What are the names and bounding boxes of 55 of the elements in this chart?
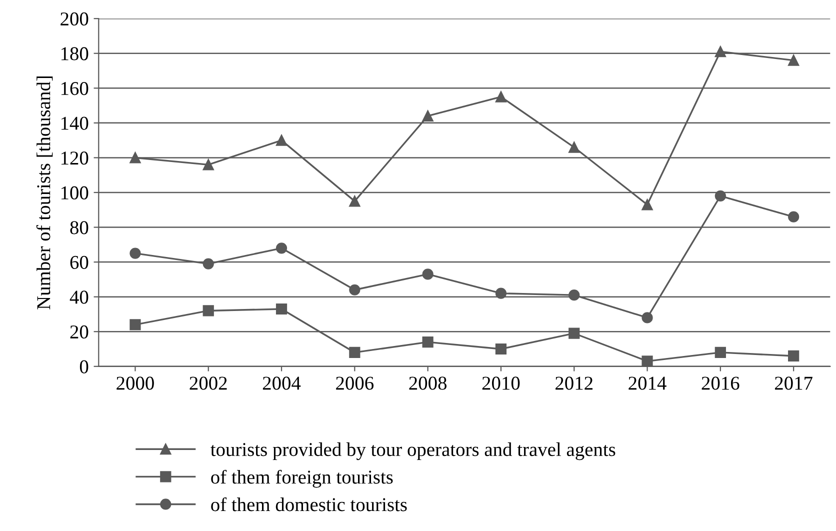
point [788,54,800,66]
y-tick-label: 80 [70,221,88,234]
point [130,248,141,259]
point [642,356,653,366]
point [202,159,214,170]
legend-label: of them foreign tourists [211,470,393,488]
y-tick-label: 60 [70,256,88,269]
y-tick-label: 200 [60,12,88,26]
x-tick-label: 2006 [336,376,374,390]
point [495,288,507,299]
point [568,328,580,339]
point [349,284,360,296]
point [568,290,580,301]
point [642,312,653,324]
x-tick-label: 2008 [409,376,447,390]
point [202,258,214,270]
x-tick-label: 2016 [702,376,740,390]
point [422,336,434,348]
x-tick-label: 2010 [482,376,520,390]
point [422,110,434,122]
point [349,346,360,358]
point [714,190,726,202]
x-tick-label: 2004 [262,376,301,390]
y-tick-label: 0 [80,360,88,374]
point [568,142,580,153]
y-tick-label: 120 [61,152,88,165]
point [130,152,141,164]
point [276,303,288,315]
x-tick-label: 2017 [774,376,812,390]
y-axis-title: Number of tourists [thousand] [36,76,53,310]
legend-label: of them domestic tourists [211,497,407,512]
point [714,346,726,358]
y-tick-label: 100 [61,186,88,200]
legend-label: tourists provided by tour operators and travel agents [210,442,616,460]
point [422,268,434,280]
y-tick-label: 40 [70,290,88,304]
point [130,319,141,330]
x-tick-label: 2002 [190,376,227,390]
y-tick-label: 20 [70,325,88,339]
x-tick-label: 2000 [116,376,154,390]
point [276,134,288,146]
point [788,350,800,362]
point [349,196,360,207]
point [642,199,653,210]
point [202,305,214,316]
point [495,91,507,102]
point [714,46,726,58]
y-tick-label: 140 [61,116,88,130]
x-tick-label: 2012 [556,376,592,390]
y-tick-label: 160 [61,82,88,96]
x-tick-label: 2014 [628,376,666,390]
y-tick-label: 180 [61,47,88,60]
point [276,242,288,254]
point [788,211,800,222]
point [495,343,507,355]
